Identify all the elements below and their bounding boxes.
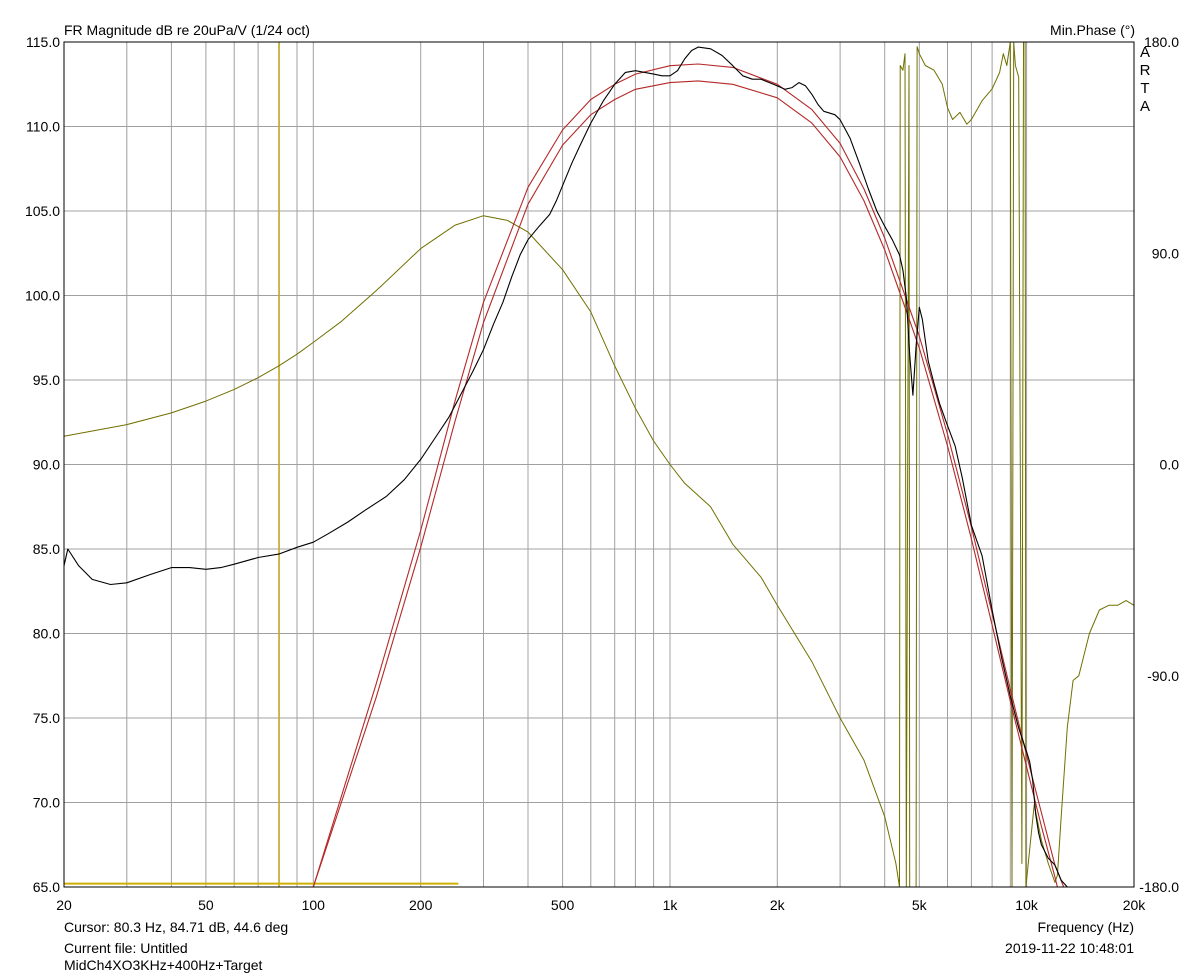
x-tick-label: 20k xyxy=(1123,897,1147,913)
x-axis-label: Frequency (Hz) xyxy=(1037,919,1134,935)
y2-tick-label: 180.0 xyxy=(1144,34,1179,50)
x-tick-label: 100 xyxy=(302,897,326,913)
y-tick-label: 100.0 xyxy=(25,288,60,304)
y-tick-label: 65.0 xyxy=(33,879,60,895)
current-file: Current file: Untitled xyxy=(64,940,188,956)
y2-tick-label: 0.0 xyxy=(1160,457,1180,473)
x-tick-label: 20 xyxy=(56,897,72,913)
series-target-1-line xyxy=(312,63,1065,888)
y-tick-label: 90.0 xyxy=(33,457,60,473)
x-tick-label: 500 xyxy=(551,897,575,913)
x-tick-label: 1k xyxy=(663,897,679,913)
x-tick-label: 50 xyxy=(198,897,214,913)
arta-letter: T xyxy=(1140,80,1150,97)
y2-tick-label: 90.0 xyxy=(1152,245,1179,261)
x-tick-label: 200 xyxy=(409,897,433,913)
y-tick-label: 105.0 xyxy=(25,203,60,219)
series-measured-line xyxy=(63,46,1068,888)
arta-letter: A xyxy=(1139,98,1150,115)
arta-letter: R xyxy=(1139,62,1151,79)
cursor-readout: Cursor: 80.3 Hz, 84.71 dB, 44.6 deg xyxy=(64,919,289,935)
series-target-2-line xyxy=(312,80,1058,888)
grid-lines xyxy=(64,42,1134,887)
y-tick-label: 80.0 xyxy=(33,626,60,642)
y-tick-label: 85.0 xyxy=(33,541,60,557)
y-tick-label: 110.0 xyxy=(26,119,60,135)
y-tick-label: 115.0 xyxy=(26,34,60,50)
tick-labels: 115.0 110.0 105.0 100.0 95.0 90.0 85.0 80.0 75.0… xyxy=(25,34,1179,913)
datetime-stamp: 2019-11-22 10:48:01 xyxy=(1005,940,1134,956)
plot-frame xyxy=(63,41,1135,888)
chart-title-left: FR Magnitude dB re 20uPa/V (1/24 oct) xyxy=(64,22,310,38)
file-name: MidCh4XO3KHz+400Hz+Target xyxy=(64,957,263,973)
y2-tick-label: -180.0 xyxy=(1139,879,1179,895)
chart-title-right: Min.Phase (°) xyxy=(1050,22,1135,38)
y-tick-label: 75.0 xyxy=(33,710,60,726)
arta-letter: A xyxy=(1139,44,1150,61)
y-tick-label: 70.0 xyxy=(33,795,60,811)
plot-border xyxy=(63,41,1135,888)
x-tick-label: 10k xyxy=(1015,897,1039,913)
y-tick-label: 95.0 xyxy=(33,372,60,388)
arta-logo: A R T A xyxy=(1138,44,1152,116)
y2-tick-label: -90.0 xyxy=(1147,668,1179,684)
x-tick-label: 2k xyxy=(770,897,786,913)
x-tick-label: 5k xyxy=(912,897,928,913)
